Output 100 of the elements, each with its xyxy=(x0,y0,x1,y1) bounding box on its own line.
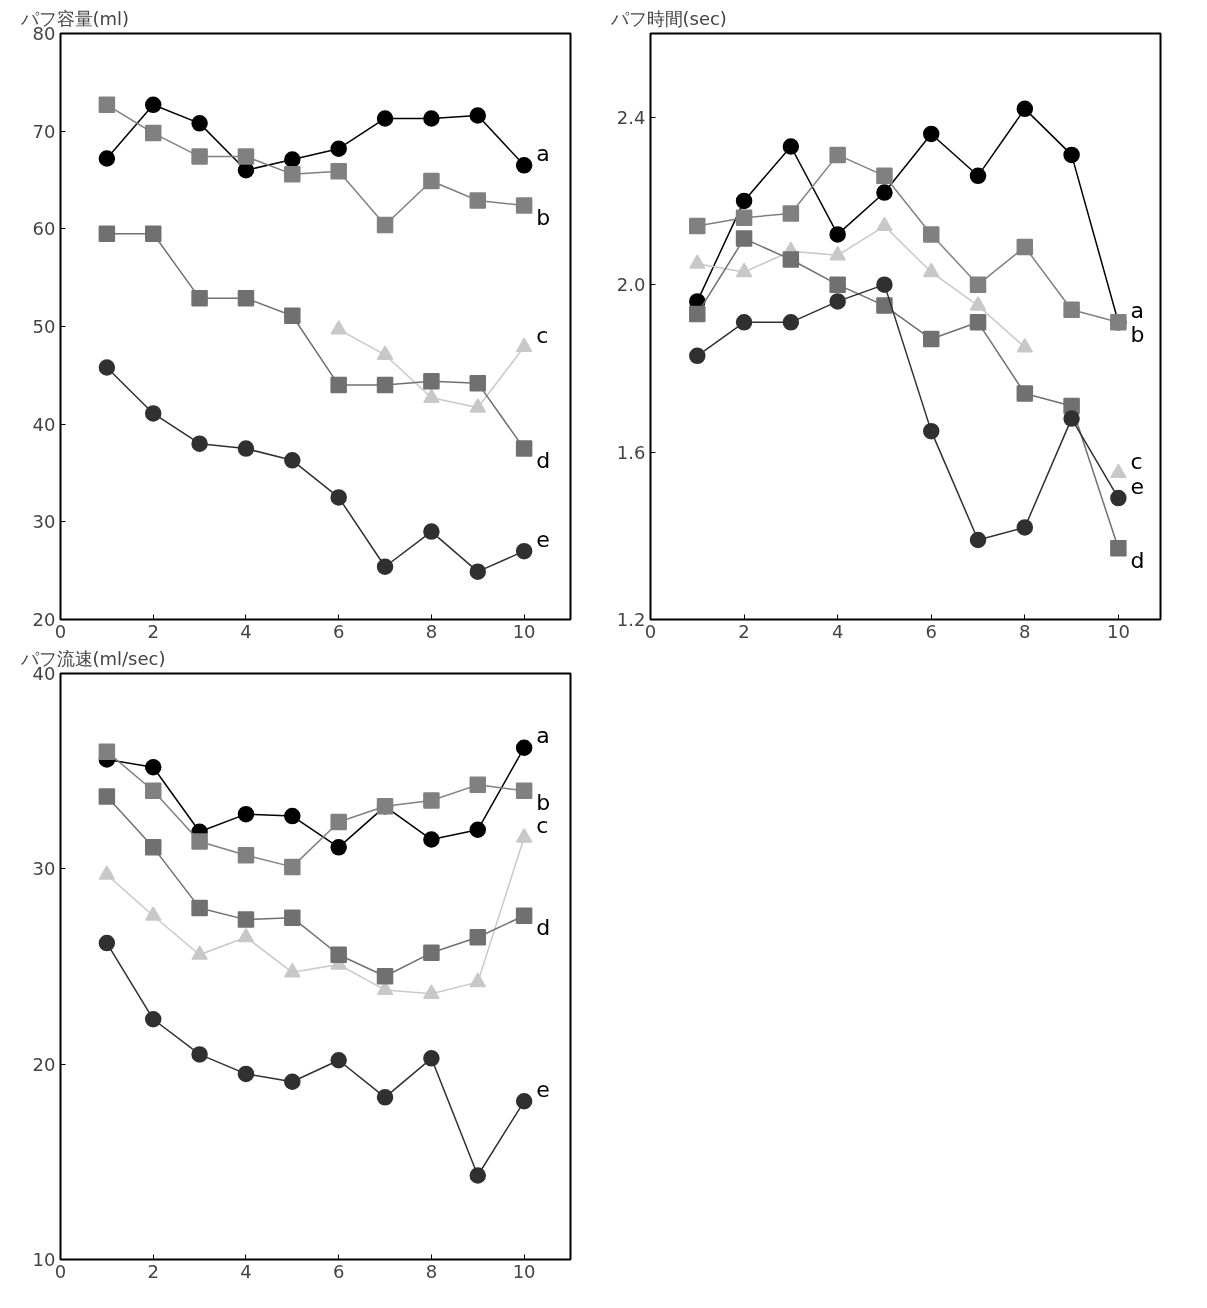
chart-title: パフ時間(sec) xyxy=(609,7,727,29)
point xyxy=(376,110,394,127)
series-label: d xyxy=(536,448,551,474)
point xyxy=(191,899,208,917)
series-label: e xyxy=(1130,474,1144,500)
point xyxy=(876,167,893,185)
point xyxy=(969,531,987,549)
point xyxy=(98,788,116,805)
point xyxy=(330,813,347,831)
point xyxy=(1016,100,1034,118)
x-tick-label: 4 xyxy=(240,620,252,642)
y-tick-label: 70 xyxy=(32,120,56,142)
point xyxy=(782,251,800,268)
point xyxy=(98,225,116,242)
point xyxy=(515,739,533,756)
point xyxy=(423,172,440,190)
point xyxy=(469,776,487,794)
point xyxy=(284,165,301,183)
point xyxy=(423,110,440,127)
x-tick-label: 10 xyxy=(512,620,536,642)
point xyxy=(376,376,394,394)
point xyxy=(469,821,487,838)
point xyxy=(376,1089,394,1106)
point xyxy=(144,782,162,799)
point xyxy=(689,217,706,235)
series-label: e xyxy=(536,527,550,553)
x-tick-label: 10 xyxy=(1106,620,1130,642)
point xyxy=(876,276,893,293)
series-label: c xyxy=(1130,448,1143,474)
x-tick-label: 2 xyxy=(147,620,159,642)
point xyxy=(144,124,162,142)
point xyxy=(237,148,255,165)
x-tick-label: 4 xyxy=(831,620,844,642)
point xyxy=(191,435,208,452)
y-tick-label: 30 xyxy=(32,858,56,880)
point xyxy=(144,839,162,856)
point xyxy=(98,96,116,114)
point xyxy=(1016,385,1034,402)
point xyxy=(689,347,706,365)
y-tick-label: 60 xyxy=(32,218,56,240)
point xyxy=(515,197,533,214)
point xyxy=(191,148,208,165)
point xyxy=(98,743,116,760)
point xyxy=(1016,338,1034,353)
point xyxy=(330,839,347,856)
y-tick-label: 40 xyxy=(32,413,56,435)
point xyxy=(469,563,487,580)
point xyxy=(782,138,800,155)
point xyxy=(515,1093,533,1110)
point xyxy=(1063,301,1080,319)
y-tick-label: 1.6 xyxy=(616,441,646,463)
point xyxy=(330,1052,347,1069)
point xyxy=(376,558,394,575)
point xyxy=(191,1046,208,1063)
point xyxy=(423,831,440,848)
point xyxy=(515,337,533,353)
point xyxy=(284,151,301,168)
point xyxy=(330,320,347,335)
point xyxy=(515,907,533,924)
y-tick-label: 20 xyxy=(32,609,56,630)
point xyxy=(829,146,846,164)
point xyxy=(515,542,533,560)
point xyxy=(1016,238,1034,256)
point xyxy=(423,523,440,540)
point xyxy=(144,1011,162,1028)
point xyxy=(423,944,440,962)
point xyxy=(469,928,487,946)
point xyxy=(782,205,800,222)
point xyxy=(1110,489,1127,507)
point xyxy=(515,157,533,174)
point xyxy=(98,150,116,167)
point xyxy=(284,307,301,325)
point xyxy=(735,314,753,331)
point xyxy=(144,96,162,114)
series-label: c xyxy=(536,813,549,839)
series-label: b xyxy=(536,790,551,816)
x-tick-label: 6 xyxy=(332,1260,345,1282)
x-tick-label: 8 xyxy=(1019,620,1031,642)
x-tick-label: 6 xyxy=(925,620,937,642)
point xyxy=(330,376,347,394)
point xyxy=(469,398,487,413)
series-label: a xyxy=(1130,297,1144,323)
point xyxy=(1063,146,1080,164)
point xyxy=(969,314,987,331)
point xyxy=(98,934,116,952)
point xyxy=(237,911,255,928)
point xyxy=(922,422,940,440)
point xyxy=(237,1065,255,1083)
x-tick-label: 2 xyxy=(738,620,750,642)
point xyxy=(191,289,208,307)
point xyxy=(1110,540,1127,557)
point xyxy=(969,276,987,293)
point xyxy=(237,289,255,307)
x-tick-label: 4 xyxy=(240,1260,252,1282)
y-tick-label: 30 xyxy=(32,511,56,533)
point xyxy=(330,162,347,180)
point xyxy=(689,305,706,323)
point xyxy=(922,125,940,143)
series-label: e xyxy=(536,1077,550,1103)
y-tick-label: 2.0 xyxy=(616,274,646,296)
